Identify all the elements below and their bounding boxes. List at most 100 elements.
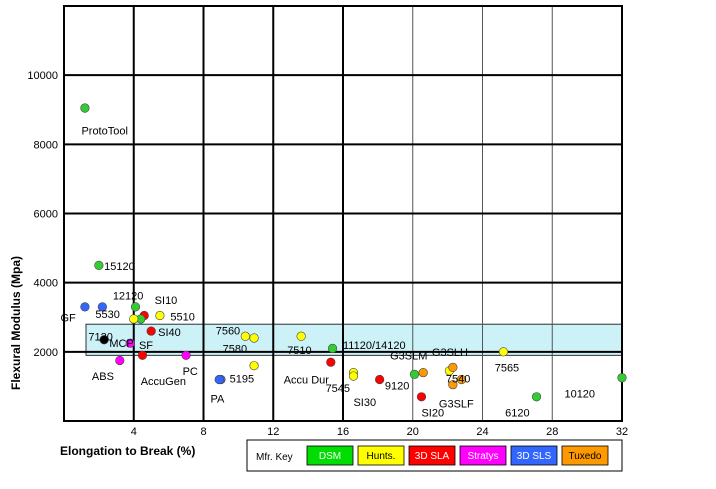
data-point-11 bbox=[125, 338, 135, 348]
y-tick-label-3: 8000 bbox=[34, 139, 58, 151]
data-point-4 bbox=[130, 302, 141, 312]
point-label-9: SI40 bbox=[158, 327, 181, 339]
legend-label-0: DSM bbox=[319, 451, 341, 462]
legend-items: DSM Hunts. 3D SLA Stratys 3D SLS Tuxedo bbox=[306, 445, 609, 466]
point-label-22: Accu Dur bbox=[284, 375, 330, 387]
legend-label-5: Tuxedo bbox=[569, 451, 602, 462]
point-label-1: 15120 bbox=[104, 261, 135, 273]
x-tick-label-2: 12 bbox=[267, 426, 279, 438]
data-point-13 bbox=[137, 350, 148, 360]
plot-frame bbox=[63, 5, 623, 422]
data-point-0 bbox=[80, 103, 90, 113]
legend-swatch-2 bbox=[408, 445, 456, 466]
point-label-3: GF bbox=[61, 312, 77, 324]
legend-swatch-1 bbox=[357, 445, 405, 466]
data-point-27 bbox=[418, 367, 428, 378]
data-point-20 bbox=[296, 331, 306, 341]
data-point-6 bbox=[155, 310, 165, 321]
data-point-3 bbox=[80, 302, 90, 312]
x-tick-label-7: 32 bbox=[616, 426, 628, 438]
legend-swatch-3 bbox=[459, 445, 507, 466]
data-point-10 bbox=[99, 335, 109, 345]
point-label-13: AccuGen bbox=[141, 376, 186, 388]
y-tick-label-1: 4000 bbox=[34, 278, 58, 290]
x-tick-label-6: 28 bbox=[546, 426, 558, 438]
data-point-9 bbox=[146, 326, 156, 336]
tick-label-layer: 4 8 12 16 20 24 28 32 2000 4000 6000 8000 10000 bbox=[27, 70, 628, 438]
x-axis-title: Elongation to Break (%) bbox=[60, 444, 195, 458]
point-label-14: PC bbox=[183, 366, 198, 378]
point-label-7: 7120 bbox=[88, 331, 112, 343]
point-label-16: PA bbox=[210, 394, 225, 406]
legend-label-4: 3D SLS bbox=[517, 451, 552, 462]
legend: Mfr. Key DSM Hunts. 3D SLA Stratys 3D SLS Tux… bbox=[246, 439, 623, 472]
point-label-25: 9120 bbox=[385, 381, 409, 393]
y-tick-label-2: 6000 bbox=[34, 209, 58, 221]
data-point-31 bbox=[448, 380, 458, 390]
data-point-24 bbox=[348, 371, 359, 381]
data-point-14 bbox=[181, 350, 191, 360]
data-point-25 bbox=[375, 374, 385, 385]
point-label-layer: ProtoTool 15120 12120 GF 5530 SI10 5510 7120 SI4… bbox=[61, 126, 596, 420]
x-tick-label-1: 8 bbox=[200, 426, 206, 438]
point-label-32: 7540 bbox=[446, 373, 470, 385]
y-axis-title: Flexural Modulus (Mpa) bbox=[9, 256, 23, 390]
data-point-34 bbox=[531, 392, 542, 402]
point-label-18: 7560 bbox=[216, 325, 240, 337]
data-point-18 bbox=[240, 331, 250, 341]
data-point-33 bbox=[498, 347, 509, 357]
data-point-1 bbox=[94, 260, 104, 270]
point-label-26: G3SLM bbox=[390, 350, 427, 362]
point-label-6: 5510 bbox=[170, 312, 194, 324]
point-label-19: 7580 bbox=[223, 343, 247, 355]
point-label-34: 6120 bbox=[505, 407, 529, 419]
legend-swatch-4 bbox=[510, 445, 558, 466]
point-label-35: 10120 bbox=[564, 388, 595, 400]
point-label-28: SI20 bbox=[421, 407, 444, 419]
point-label-20: 7510 bbox=[287, 345, 311, 357]
point-label-2: 12120 bbox=[113, 290, 144, 302]
point-label-10: MCP bbox=[109, 338, 133, 350]
y-tick-label-0: 2000 bbox=[34, 347, 58, 359]
highlight-band bbox=[85, 323, 623, 356]
data-point-layer bbox=[80, 103, 627, 402]
data-point-30 bbox=[448, 362, 458, 372]
data-point-22 bbox=[326, 357, 336, 367]
data-point-2 bbox=[97, 302, 107, 312]
data-point-17 bbox=[249, 361, 259, 371]
data-point-19 bbox=[249, 333, 259, 343]
legend-label-3: Stratys bbox=[467, 451, 498, 462]
data-point-28 bbox=[416, 392, 427, 402]
point-label-5: SI10 bbox=[155, 295, 178, 307]
point-label-4: 5530 bbox=[95, 309, 119, 321]
data-point-12 bbox=[115, 355, 125, 366]
point-label-15: 5195 bbox=[230, 373, 254, 385]
legend-swatch-5 bbox=[561, 445, 609, 466]
data-point-32 bbox=[456, 374, 467, 385]
point-label-11: SF bbox=[139, 340, 153, 352]
point-label-24: SI30 bbox=[353, 397, 376, 409]
point-label-30: G3SLH bbox=[432, 347, 468, 359]
grid-layer bbox=[63, 5, 623, 422]
x-tick-label-0: 4 bbox=[131, 426, 137, 438]
legend-label-1: Hunts. bbox=[367, 451, 396, 462]
point-label-12: ABS bbox=[92, 371, 114, 383]
data-point-21 bbox=[327, 343, 338, 353]
data-point-26 bbox=[409, 369, 420, 379]
x-tick-label-5: 24 bbox=[476, 426, 488, 438]
legend-label-2: 3D SLA bbox=[415, 451, 450, 462]
y-tick-label-4: 10000 bbox=[27, 70, 58, 82]
point-label-23: 7545 bbox=[326, 383, 350, 395]
x-tick-label-4: 20 bbox=[407, 426, 419, 438]
point-label-21: 11120/14120 bbox=[343, 340, 406, 352]
data-point-8 bbox=[129, 314, 139, 324]
data-point-35 bbox=[617, 373, 627, 383]
point-label-33: 7565 bbox=[495, 362, 519, 374]
point-label-0: ProtoTool bbox=[81, 126, 127, 138]
x-tick-label-3: 16 bbox=[337, 426, 349, 438]
legend-swatch-0 bbox=[306, 445, 354, 466]
legend-title: Mfr. Key bbox=[256, 452, 293, 463]
data-point-16 bbox=[214, 374, 224, 385]
point-label-31: G3SLF bbox=[439, 399, 474, 411]
